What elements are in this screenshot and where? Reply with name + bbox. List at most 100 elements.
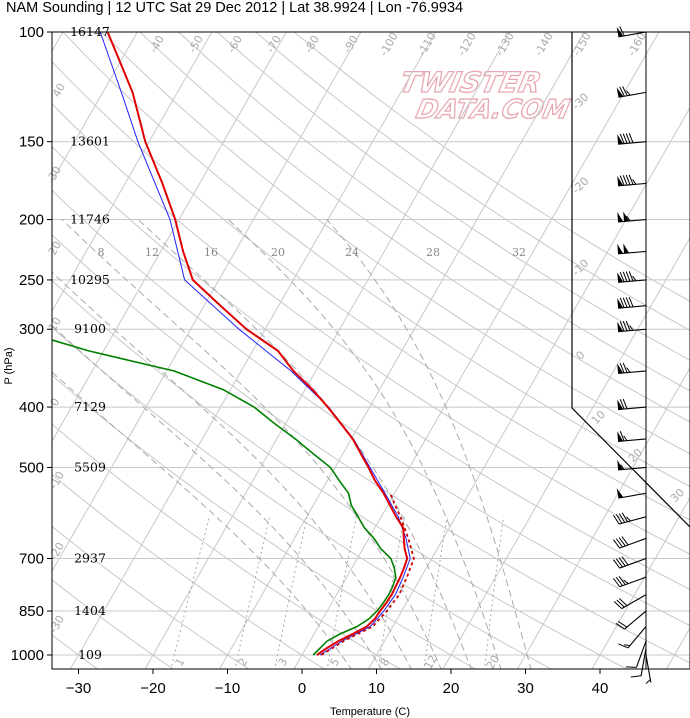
- barb-feather: [621, 512, 629, 522]
- x-tick-label: 0: [298, 680, 306, 697]
- barb-feather: [632, 275, 637, 282]
- wind-panel-outline: [571, 32, 690, 669]
- dry-adiabat-20: [52, 374, 477, 669]
- dry-adiabat-10: [52, 423, 401, 669]
- wind-barb-150: [617, 132, 647, 145]
- barb-feather: [623, 435, 628, 441]
- isotherm-30: [517, 366, 690, 669]
- barb-feather: [619, 175, 625, 186]
- y-tick-label: 700: [19, 550, 44, 567]
- barb-staff: [618, 516, 647, 525]
- barb-staff: [618, 279, 647, 283]
- moist-adiabat-label: 20: [271, 246, 285, 259]
- mixing-ratio-8: [377, 516, 405, 669]
- barb-feather: [629, 325, 634, 331]
- barb-feather: [626, 215, 631, 222]
- wind-barb-400: [617, 398, 647, 411]
- mixing-ratio-label: 12: [422, 653, 440, 672]
- dry-adiabat--20: [52, 579, 174, 669]
- wind-barb-125: [616, 86, 647, 98]
- dry-adiabat-label: -150: [570, 30, 594, 58]
- barb-feather: [619, 133, 625, 144]
- barb-pennant: [617, 321, 624, 332]
- y-tick-label: 500: [19, 459, 44, 476]
- dry-adiabat-120: [139, 32, 690, 423]
- barb-pennant: [617, 363, 624, 374]
- wind-barb-1000: [645, 654, 652, 684]
- barb-feather: [615, 514, 623, 524]
- twister-data-watermark: TWISTER DATA.COM: [396, 66, 572, 126]
- barb-staff: [618, 370, 647, 374]
- barb-feather: [628, 174, 634, 185]
- moist-adiabat-12: [52, 324, 382, 669]
- barb-feather: [619, 598, 628, 606]
- height-label: 16147: [70, 24, 110, 39]
- isotherm-label: -30: [570, 91, 592, 113]
- barb-feather: [622, 86, 628, 96]
- wind-barb-300: [617, 320, 647, 333]
- height-label: 109: [78, 647, 102, 662]
- isotherm--70: [52, 32, 138, 183]
- isotherm-40: [591, 496, 690, 669]
- barb-feather: [622, 133, 628, 144]
- mixing-ratio-1: [170, 516, 210, 669]
- parcel-line: [320, 492, 415, 656]
- barb-feather: [625, 271, 631, 282]
- barb-staff: [618, 406, 647, 411]
- mixing-ratio-label: 5: [328, 656, 343, 669]
- barb-pennant: [623, 211, 630, 222]
- barb-feather: [615, 558, 623, 568]
- dry-adiabat-label: -130: [493, 30, 517, 58]
- virtual_temperature-line: [99, 32, 411, 656]
- barb-feather: [619, 362, 625, 374]
- isotherm--50: [52, 32, 287, 443]
- y-tick-label: 850: [19, 603, 44, 620]
- mixing-ratio-12: [423, 516, 448, 669]
- dry-adiabat-label: -60: [225, 33, 245, 55]
- isotherm-10: [368, 106, 690, 669]
- y-tick-label: 200: [19, 212, 44, 229]
- dry-adiabat-60: [52, 189, 690, 627]
- mixing-ratio-label: 1: [173, 656, 188, 669]
- dry-adiabat-100: [62, 32, 690, 488]
- barb-staff: [618, 218, 647, 223]
- height-label: 2937: [74, 550, 106, 565]
- isotherm-label: -10: [570, 257, 592, 279]
- wind-barb-800: [613, 594, 647, 610]
- barb-feather: [619, 321, 625, 332]
- barb-feather: [621, 536, 629, 546]
- x-tick-label: 20: [443, 680, 460, 697]
- moist-adiabat-32: [326, 219, 532, 669]
- barb-feather: [622, 398, 628, 409]
- barb-feather: [613, 539, 621, 549]
- barb-feather: [618, 537, 626, 547]
- chart-title: NAM Sounding | 12 UTC Sat 29 Dec 2012 | …: [6, 0, 464, 16]
- barb-staff: [627, 626, 647, 649]
- dry-adiabat-150: [255, 32, 690, 332]
- dry-adiabat--10: [52, 525, 250, 669]
- temperature-line: [106, 32, 409, 656]
- barb-feather: [625, 666, 637, 668]
- wind-barb-750: [613, 576, 647, 588]
- barb-pennant: [617, 134, 624, 145]
- dry-adiabat-90: [52, 60, 690, 521]
- dry-adiabat-label: -110: [415, 30, 439, 58]
- barb-feather: [625, 297, 631, 308]
- isotherm--20: [144, 32, 511, 669]
- barb-feather: [613, 601, 623, 609]
- dry-adiabat-50: [52, 234, 690, 664]
- dry-adiabat-label: 20: [46, 239, 64, 258]
- barb-pennant: [617, 298, 624, 309]
- barb-staff: [645, 654, 652, 683]
- barb-feather: [622, 321, 628, 332]
- barb-feather: [628, 296, 634, 308]
- x-tick-label: 10: [368, 680, 385, 697]
- barb-feather: [618, 643, 629, 649]
- wind-panel-boundary: [571, 32, 690, 528]
- barb-feather: [621, 556, 629, 566]
- wind-barb-450: [617, 430, 647, 442]
- wind-barb-650: [613, 536, 647, 549]
- height-label: 13601: [70, 134, 110, 149]
- x-axis-label: Temperature (C): [330, 706, 410, 718]
